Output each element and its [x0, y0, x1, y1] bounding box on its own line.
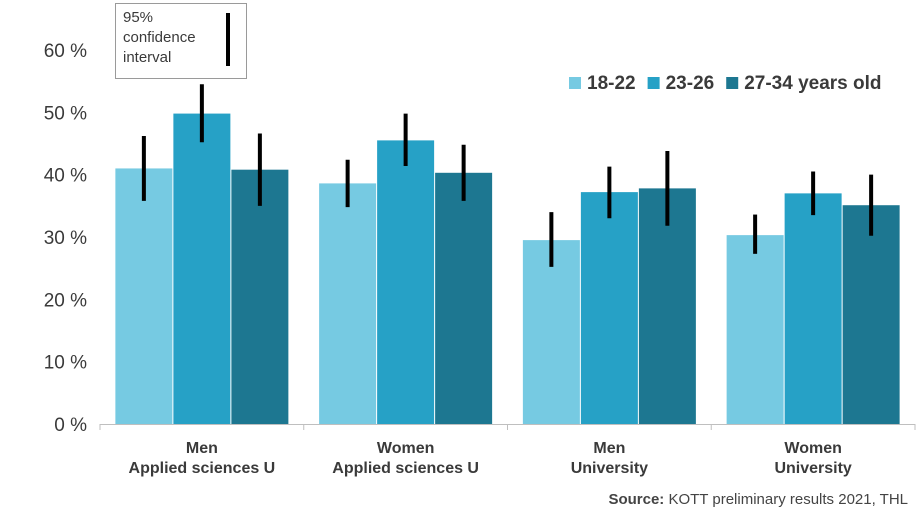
y-axis: 0 % 10 % 20 % 30 % 40 % 50 % 60 %	[44, 41, 87, 436]
bar	[842, 205, 900, 424]
bar	[231, 169, 289, 424]
legend-swatch	[726, 77, 739, 89]
category-label: University	[774, 460, 851, 477]
category-label: Applied sciences U	[129, 460, 276, 477]
y-tick-label: 0 %	[54, 415, 87, 436]
legend-label: 27-34 years old	[744, 73, 881, 94]
category-label: Applied sciences U	[332, 460, 479, 477]
bar	[435, 172, 493, 424]
category-label: Women	[784, 440, 841, 457]
ci-legend-label: interval	[123, 49, 171, 66]
bar	[580, 192, 638, 424]
y-tick-label: 50 %	[44, 103, 87, 124]
source-label: Source:	[608, 491, 665, 508]
category-label: Men	[593, 440, 625, 457]
bars	[115, 113, 900, 424]
y-tick-label: 60 %	[44, 41, 87, 62]
ci-legend-label: confidence	[123, 29, 196, 46]
y-tick-label: 10 %	[44, 353, 87, 374]
bar	[726, 235, 784, 424]
legend: 18-22 23-26 27-34 years old	[569, 73, 882, 94]
y-tick-label: 30 %	[44, 228, 87, 249]
legend-swatch	[647, 77, 660, 89]
y-tick-label: 40 %	[44, 166, 87, 187]
y-tick-label: 20 %	[44, 290, 87, 311]
source-note: Source: KOTT preliminary results 2021, T…	[608, 491, 908, 508]
ci-legend-label: 95%	[123, 9, 153, 26]
bar	[115, 168, 173, 424]
bar	[319, 183, 377, 424]
source-text: KOTT preliminary results 2021, THL	[668, 491, 908, 508]
bar	[638, 188, 696, 424]
confidence-interval-legend: 95% confidence interval	[115, 3, 247, 79]
legend-swatch	[569, 77, 581, 89]
category-label: University	[571, 460, 648, 477]
category-label: Women	[377, 440, 434, 457]
ci-legend-box	[115, 3, 247, 79]
legend-label: 18-22	[587, 73, 636, 94]
bar	[784, 193, 842, 424]
bar	[377, 140, 435, 424]
x-axis: Men Applied sciences U Women Applied scienc…	[99, 424, 916, 477]
bar	[173, 113, 231, 424]
confidence-interval-bars	[141, 84, 874, 267]
category-label: Men	[186, 440, 218, 457]
legend-label: 23-26	[666, 73, 715, 94]
bar	[522, 240, 580, 424]
